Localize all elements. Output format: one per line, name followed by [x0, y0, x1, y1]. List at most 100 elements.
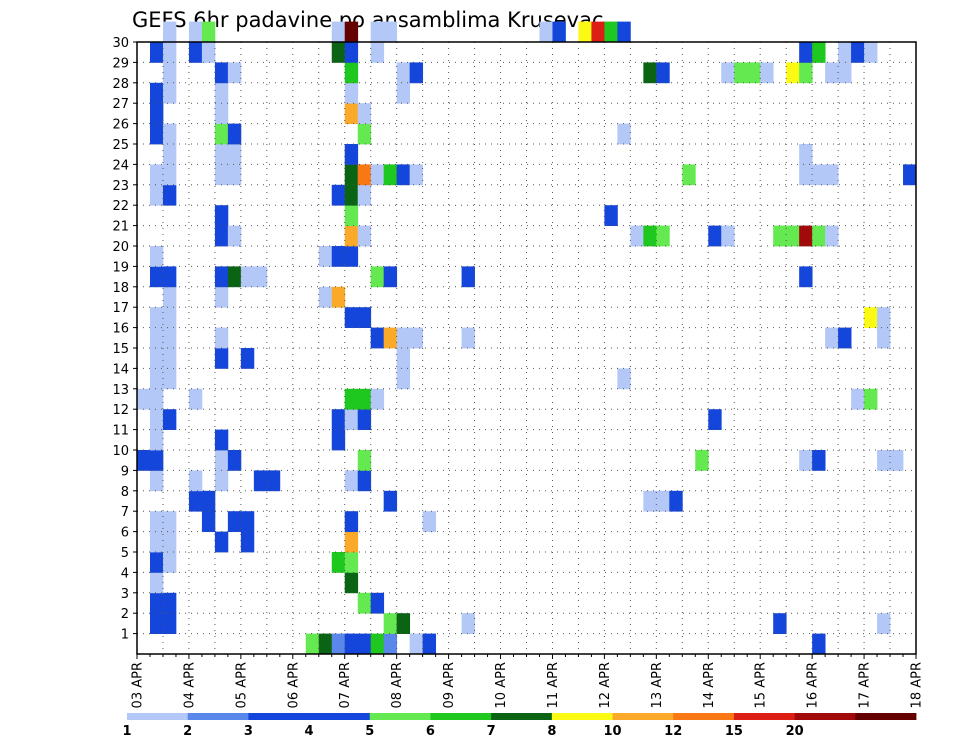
heatmap-cell — [344, 225, 359, 247]
heatmap-cell — [201, 42, 216, 63]
colorbar-label: 4 — [305, 724, 314, 739]
y-tick-label: 12 — [112, 403, 129, 418]
heatmap-cell — [838, 42, 852, 63]
heatmap-cell — [617, 368, 631, 390]
heatmap-cell — [162, 552, 177, 573]
x-tick-label: 16 APR — [806, 662, 821, 708]
heatmap-cell — [370, 633, 385, 655]
heatmap-cell — [344, 307, 359, 328]
heatmap-cell — [214, 103, 229, 124]
heatmap-cell — [877, 613, 891, 634]
heatmap-cell — [240, 348, 255, 369]
heatmap-cell — [344, 388, 359, 410]
heatmap-cell — [344, 82, 359, 104]
heatmap-cell — [266, 470, 281, 492]
heatmap-cell — [357, 633, 372, 655]
x-tick-label: 07 APR — [338, 662, 353, 708]
heatmap-cell — [825, 225, 839, 247]
heatmap-cell — [227, 62, 242, 84]
heatmap-cell — [370, 21, 385, 43]
heatmap-cell — [162, 613, 177, 634]
heatmap-cell — [331, 552, 346, 573]
heatmap-cell — [877, 307, 891, 328]
heatmap-cell — [331, 633, 346, 655]
heatmap-cell — [643, 490, 657, 512]
heatmap-cell — [227, 164, 242, 186]
heatmap-cell — [851, 42, 865, 63]
heatmap-cell — [695, 450, 709, 471]
heatmap-cell — [383, 21, 398, 43]
heatmap-cell — [409, 633, 424, 655]
heatmap-cell — [344, 42, 359, 63]
heatmap-cell — [162, 409, 177, 430]
colorbar-segment — [127, 713, 189, 720]
heatmap-cell — [162, 266, 177, 288]
x-tick-label: 10 APR — [494, 662, 509, 708]
heatmap-cell — [162, 164, 177, 186]
x-tick-label: 05 APR — [234, 662, 249, 708]
heatmap-cell — [149, 552, 164, 573]
heatmap-cell — [357, 409, 372, 430]
heatmap-cell — [630, 225, 644, 247]
heatmap-cell — [188, 470, 203, 492]
heatmap-cell — [786, 62, 800, 84]
heatmap-cell — [214, 348, 229, 369]
y-tick-label: 5 — [121, 546, 129, 561]
heatmap-cell — [721, 225, 735, 247]
heatmap-cell — [383, 490, 398, 512]
heatmap-cell — [149, 327, 164, 349]
heatmap-cell — [903, 164, 917, 186]
heatmap-cell — [383, 613, 398, 634]
heatmap-cell — [344, 164, 359, 186]
heatmap-cell — [370, 42, 385, 63]
heatmap-cell — [253, 470, 268, 492]
heatmap-cell — [227, 266, 242, 288]
heatmap-cell — [214, 205, 229, 226]
heatmap-cell — [838, 327, 852, 349]
heatmap-cell — [552, 21, 566, 43]
heatmap-cell — [162, 592, 177, 614]
heatmap-cell — [214, 225, 229, 247]
heatmap-cell — [786, 225, 800, 247]
heatmap-cell — [201, 490, 216, 512]
heatmap-cell — [864, 42, 878, 63]
heatmap-cell — [331, 42, 346, 63]
heatmap-cell — [162, 123, 177, 145]
heatmap-cell — [812, 42, 826, 63]
y-tick-label: 10 — [112, 444, 129, 459]
heatmap-cell — [214, 164, 229, 186]
heatmap-cells — [137, 21, 917, 655]
heatmap-cell — [149, 123, 164, 145]
heatmap-cell — [396, 348, 411, 369]
heatmap-cell — [344, 470, 359, 492]
heatmap-cell — [422, 633, 437, 655]
heatmap-cell — [344, 246, 359, 267]
heatmap-cell — [812, 164, 826, 186]
y-tick-label: 6 — [121, 526, 129, 541]
colorbar-segment — [369, 713, 431, 720]
heatmap-cell — [344, 409, 359, 430]
heatmap-cell — [162, 307, 177, 328]
heatmap-cell — [149, 470, 164, 492]
heatmap-cell — [396, 368, 411, 390]
x-tick-label: 09 APR — [442, 662, 457, 708]
heatmap-cell — [357, 307, 372, 328]
x-tick-label: 12 APR — [598, 662, 613, 708]
heatmap-cell — [461, 266, 475, 288]
heatmap-cell — [617, 21, 631, 43]
heatmap-cell — [149, 307, 164, 328]
heatmap-cell — [877, 327, 891, 349]
heatmap-cell — [214, 531, 229, 553]
heatmap-cell — [812, 633, 826, 655]
x-tick-label: 14 APR — [702, 662, 717, 708]
heatmap-cell — [149, 409, 164, 430]
heatmap-cell — [864, 388, 878, 410]
heatmap-cell — [240, 266, 255, 288]
heatmap-cell — [357, 470, 372, 492]
heatmap-cell — [214, 327, 229, 349]
colorbar-segment — [855, 713, 917, 720]
heatmap-cell — [149, 388, 164, 410]
colorbar-label: 15 — [725, 724, 743, 739]
heatmap-cell — [188, 42, 203, 63]
colorbar-segment — [248, 713, 310, 720]
